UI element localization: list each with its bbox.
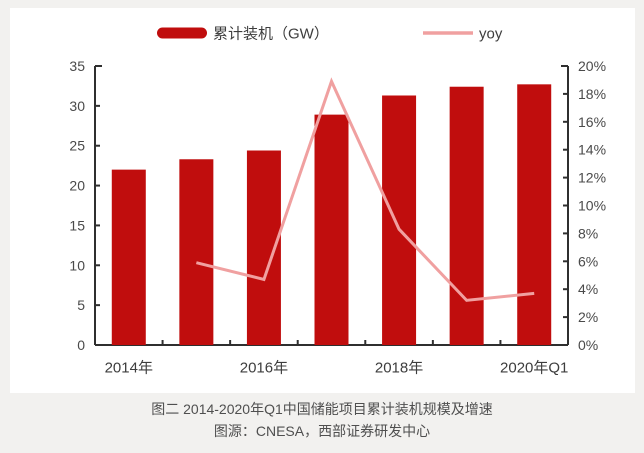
bar-2014年 [111,169,146,345]
right-tick-label: 16% [578,114,606,130]
right-tick-label: 0% [578,337,598,353]
left-tick-label: 30 [69,98,85,114]
legend-line-label: yoy [479,26,503,43]
caption-title: 图二 2014-2020年Q1中国储能项目累计装机规模及增速 [151,401,493,417]
right-tick-label: 14% [578,142,606,158]
left-tick-label: 20 [69,178,85,194]
left-axis-labels: 0 5 10 15 20 25 30 35 [69,58,85,353]
chart-legend: 累计装机（GW） yoy [157,26,503,43]
x-label-2020年Q1: 2020年Q1 [500,360,568,377]
right-tick-label: 12% [578,170,606,186]
left-tick-label: 25 [69,138,85,154]
bar-2020年Q1 [517,84,552,345]
bar-2015年 [179,159,214,345]
bar-series [111,84,552,346]
right-tick-label: 10% [578,198,606,214]
x-label-2018年: 2018年 [375,360,423,377]
right-tick-label: 8% [578,225,598,241]
caption-source: 图源：CNESA，西部证券研发中心 [213,423,431,439]
yoy-line [195,77,535,302]
right-tick-label: 18% [578,86,606,102]
legend-bar-label: 累计装机（GW） [213,26,329,43]
left-tick-label: 5 [77,297,85,313]
x-label-2016年: 2016年 [240,360,288,377]
right-tick-label: 20% [578,58,606,74]
right-tick-label: 4% [578,281,598,297]
bar-2017年 [314,114,349,345]
left-tick-label: 10 [69,257,85,273]
chart-panel: 累计装机（GW） yoy 0 5 10 15 20 25 30 35 0% 2% 4% 6% 8% 10% 12… [10,8,635,393]
left-tick-label: 35 [69,58,85,74]
right-axis-labels: 0% 2% 4% 6% 8% 10% 12% 14% 16% 18% 20% [578,58,606,353]
figure-caption: 图二 2014-2020年Q1中国储能项目累计装机规模及增速 图源：CNESA，… [0,399,644,442]
legend-bar-swatch [157,27,207,39]
axes [94,65,569,346]
left-tick-label: 0 [77,337,85,353]
right-tick-label: 6% [578,253,598,269]
bar-2018年 [382,95,417,345]
bar-2019年 [449,86,484,346]
right-tick-label: 2% [578,309,598,325]
x-axis-labels: 2014年 2016年 2018年 2020年Q1 [105,360,569,377]
chart-canvas: 累计装机（GW） yoy 0 5 10 15 20 25 30 35 0% 2% 4% 6% 8% 10% 12… [69,26,606,377]
x-label-2014年: 2014年 [105,360,153,377]
left-tick-label: 15 [69,217,85,233]
